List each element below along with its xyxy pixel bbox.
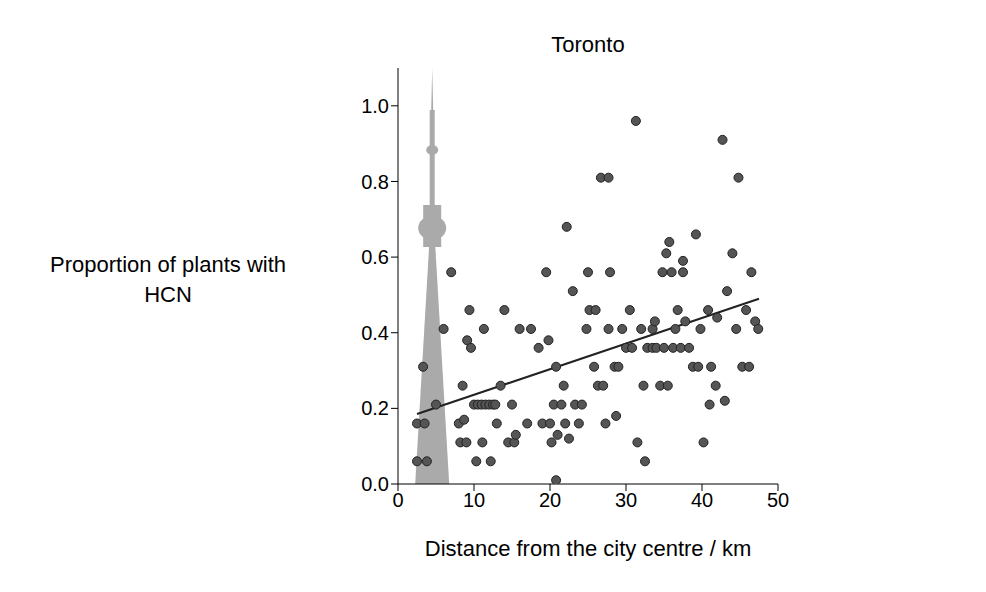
svg-text:30: 30: [615, 489, 637, 511]
svg-text:20: 20: [539, 489, 561, 511]
svg-text:Distance from the city centre: Distance from the city centre / km: [425, 536, 751, 561]
svg-text:0.4: 0.4: [361, 322, 389, 344]
svg-text:0.0: 0.0: [361, 473, 389, 495]
svg-text:1.0: 1.0: [361, 95, 389, 117]
svg-text:50: 50: [767, 489, 789, 511]
svg-text:0.2: 0.2: [361, 397, 389, 419]
svg-text:0: 0: [392, 489, 403, 511]
svg-text:0.8: 0.8: [361, 171, 389, 193]
svg-text:40: 40: [691, 489, 713, 511]
html-text:Proportion of plants with HCN: Proportion of plants with HCN: [50, 252, 286, 307]
svg-text:10: 10: [463, 489, 485, 511]
html-text:Toronto: Toronto: [551, 32, 625, 57]
svg-text:0.6: 0.6: [361, 246, 389, 268]
